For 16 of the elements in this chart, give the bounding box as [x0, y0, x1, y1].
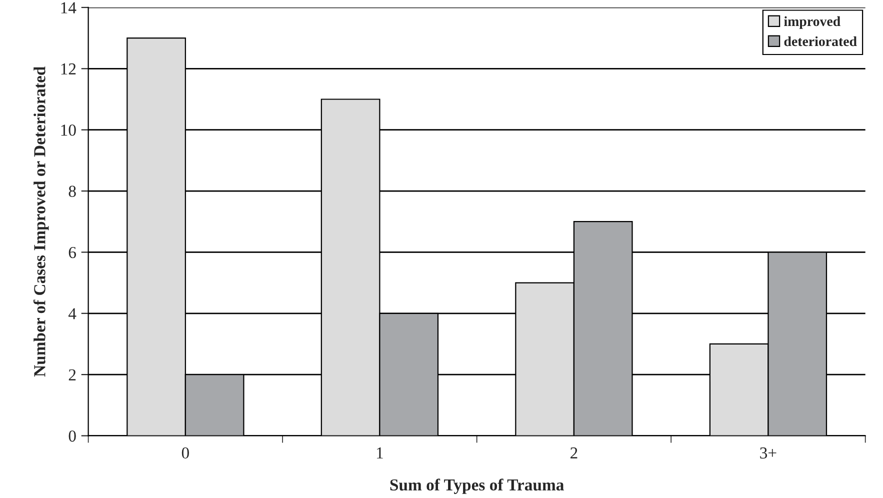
y-tick-label: 0 [68, 430, 76, 442]
y-tick-label: 6 [68, 246, 76, 258]
y-tick-label: 10 [61, 124, 76, 136]
y-tick-label: 8 [68, 186, 76, 197]
y-tick-label: 12 [61, 63, 76, 74]
y-tick-label: 2 [68, 369, 76, 380]
legend-label: improved [784, 16, 840, 29]
y-axis-title: Number of Cases Improved or Deteriorated [33, 66, 49, 377]
legend-label: deteriorated [784, 36, 857, 46]
x-tick-label: 3+ [760, 447, 776, 459]
x-tick-label: 0 [182, 447, 189, 459]
y-tick-label: 14 [61, 2, 76, 14]
x-tick-label: 2 [570, 447, 578, 458]
y-tick-label: 4 [68, 308, 76, 320]
x-axis-title: Sum of Types of Trauma [390, 478, 564, 494]
x-tick-label: 1 [376, 447, 383, 458]
